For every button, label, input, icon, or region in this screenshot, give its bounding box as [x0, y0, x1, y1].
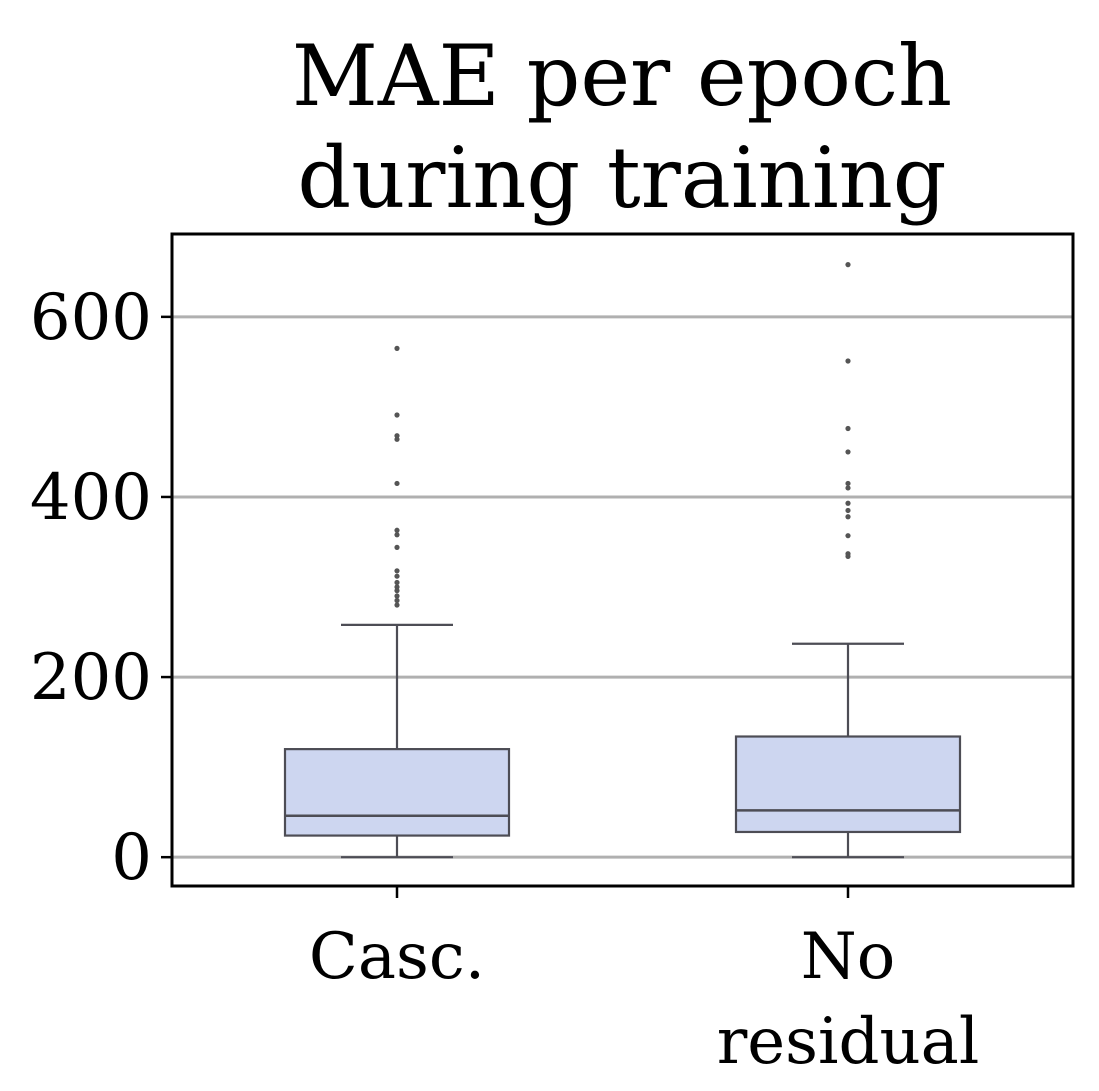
outlier-point — [845, 449, 851, 455]
outlier-point — [845, 500, 851, 506]
outlier-point — [845, 425, 851, 432]
chart-title-line: MAE per epoch — [292, 27, 952, 125]
y-axis-ticks: 0 200 400 600 — [30, 281, 172, 895]
outlier-point — [394, 597, 400, 604]
outlier-point — [845, 358, 851, 364]
outlier-point — [394, 573, 400, 579]
box-series-1 — [283, 345, 511, 859]
x-category-label: No — [801, 920, 896, 994]
box-series-2 — [734, 262, 962, 859]
y-tick-label: 200 — [30, 641, 152, 715]
outlier-point — [394, 532, 400, 538]
plot-area-border — [170, 232, 1075, 888]
y-tick-label: 400 — [30, 461, 152, 535]
y-tick-label: 600 — [30, 281, 152, 355]
outlier-point — [394, 593, 400, 599]
y-tick-label: 0 — [111, 821, 152, 895]
boxes — [283, 262, 962, 859]
outlier-point — [845, 480, 851, 487]
outlier-point — [394, 345, 400, 351]
outlier-point — [394, 544, 400, 550]
outlier-point — [394, 527, 400, 533]
outlier-point — [845, 553, 851, 559]
x-category-label: Casc. — [309, 920, 485, 994]
outlier-point — [394, 568, 400, 574]
outlier-point — [845, 533, 851, 539]
interquartile-box — [734, 735, 962, 834]
outlier-point — [394, 433, 400, 439]
x-axis-ticks: Casc. No residual — [309, 886, 979, 1079]
outlier-point — [394, 412, 400, 418]
x-category-label: residual — [717, 1005, 980, 1079]
outlier-point — [394, 584, 400, 590]
outlier-point — [394, 436, 400, 442]
outlier-point — [845, 262, 851, 268]
outlier-point — [394, 480, 400, 487]
outlier-point — [845, 485, 851, 491]
grid-lines — [172, 315, 1073, 859]
outlier-point — [845, 507, 851, 514]
outlier-point — [394, 588, 400, 594]
outlier-point — [845, 514, 851, 520]
outlier-point — [394, 579, 400, 586]
plot-frame — [170, 232, 1075, 888]
chart-title-line: during training — [297, 129, 946, 227]
outlier-point — [394, 602, 400, 608]
interquartile-box — [283, 748, 511, 837]
